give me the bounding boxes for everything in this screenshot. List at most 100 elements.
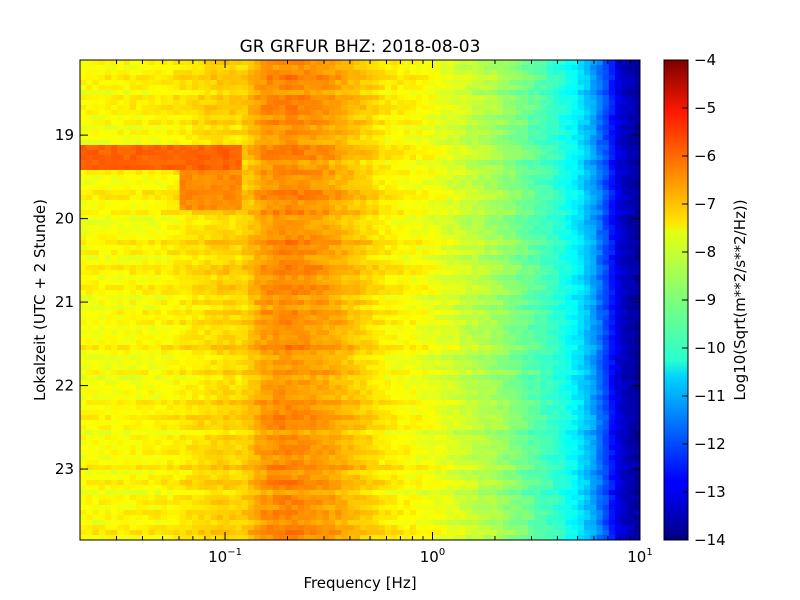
heatmap-cell	[241, 85, 249, 91]
heatmap-cell	[422, 235, 430, 241]
heatmap-cell	[266, 310, 274, 316]
heatmap-cell	[241, 290, 249, 296]
heatmap-cell	[496, 325, 504, 331]
heatmap-cell	[111, 270, 118, 276]
heatmap-cell	[428, 130, 436, 136]
heatmap-cell	[472, 240, 479, 246]
heatmap-cell	[117, 280, 125, 286]
heatmap-cell	[478, 125, 486, 131]
heatmap-cell	[416, 90, 423, 96]
heatmap-cell	[254, 130, 262, 136]
heatmap-cell	[254, 335, 262, 341]
heatmap-cell	[173, 290, 181, 296]
heatmap-cell	[546, 125, 554, 131]
heatmap-cell	[434, 70, 442, 76]
heatmap-cell	[341, 280, 349, 286]
heatmap-cell	[397, 140, 405, 146]
heatmap-cell	[192, 150, 199, 156]
heatmap-cell	[322, 125, 330, 131]
heatmap-cell	[279, 165, 286, 171]
heatmap-cell	[304, 200, 311, 206]
heatmap-cell	[111, 265, 118, 271]
heatmap-cell	[111, 105, 118, 111]
heatmap-cell	[304, 190, 311, 196]
heatmap-cell	[216, 110, 224, 116]
heatmap-cell	[136, 285, 143, 291]
heatmap-cell	[111, 215, 118, 221]
heatmap-cell	[590, 155, 598, 161]
heatmap-cell	[328, 60, 336, 66]
heatmap-cell	[192, 75, 199, 81]
heatmap-cell	[291, 85, 299, 91]
heatmap-cell	[453, 205, 461, 211]
heatmap-cell	[229, 260, 237, 266]
heatmap-cell	[366, 190, 374, 196]
heatmap-cell	[615, 310, 622, 316]
heatmap-cell	[123, 220, 131, 226]
heatmap-cell	[422, 180, 430, 186]
heatmap-cell	[428, 195, 436, 201]
heatmap-cell	[428, 75, 436, 81]
heatmap-cell	[129, 240, 137, 246]
heatmap-cell	[515, 240, 523, 246]
heatmap-cell	[496, 140, 504, 146]
heatmap-cell	[173, 225, 181, 231]
heatmap-cell	[503, 240, 510, 246]
heatmap-cell	[428, 295, 436, 301]
heatmap-cell	[409, 185, 417, 191]
heatmap-cell	[316, 150, 324, 156]
heatmap-cell	[322, 215, 330, 221]
heatmap-cell	[80, 235, 87, 241]
heatmap-cell	[596, 205, 604, 211]
heatmap-cell	[173, 200, 181, 206]
heatmap-cell	[509, 245, 517, 251]
heatmap-cell	[341, 135, 349, 141]
heatmap-cell	[615, 110, 622, 116]
heatmap-cell	[86, 305, 94, 311]
heatmap-cell	[590, 105, 598, 111]
heatmap-cell	[142, 285, 150, 291]
heatmap-cell	[384, 165, 392, 171]
heatmap-cell	[341, 165, 349, 171]
heatmap-cell	[528, 135, 535, 141]
heatmap-cell	[515, 250, 523, 256]
heatmap-cell	[552, 155, 560, 161]
heatmap-cell	[160, 80, 168, 86]
heatmap-cell	[434, 170, 442, 176]
heatmap-cell	[241, 150, 249, 156]
heatmap-cell	[577, 255, 585, 261]
heatmap-cell	[241, 75, 249, 81]
heatmap-cell	[434, 210, 442, 216]
heatmap-cell	[615, 250, 622, 256]
heatmap-cell	[434, 195, 442, 201]
heatmap-cell	[366, 235, 374, 241]
heatmap-cell	[154, 275, 162, 281]
heatmap-cell	[633, 200, 640, 206]
heatmap-cell	[142, 80, 150, 86]
heatmap-cell	[229, 145, 237, 151]
heatmap-cell	[173, 185, 181, 191]
heatmap-cell	[515, 295, 523, 301]
heatmap-cell	[111, 320, 118, 326]
heatmap-cell	[633, 240, 640, 246]
heatmap-cell	[198, 330, 206, 336]
heatmap-cell	[478, 270, 486, 276]
heatmap-cell	[204, 200, 212, 206]
heatmap-cell	[615, 285, 622, 291]
heatmap-cell	[571, 100, 579, 106]
heatmap-cell	[559, 295, 566, 301]
heatmap-cell	[503, 315, 510, 321]
heatmap-cell	[160, 285, 168, 291]
heatmap-cell	[565, 250, 573, 256]
heatmap-cell	[104, 135, 112, 141]
heatmap-cell	[453, 110, 461, 116]
heatmap-cell	[559, 250, 566, 256]
heatmap-cell	[602, 230, 610, 236]
heatmap-cell	[310, 300, 318, 306]
heatmap-cell	[490, 75, 498, 81]
heatmap-cell	[328, 190, 336, 196]
heatmap-cell	[266, 210, 274, 216]
heatmap-cell	[434, 80, 442, 86]
heatmap-cell	[148, 70, 156, 76]
heatmap-cell	[341, 220, 349, 226]
